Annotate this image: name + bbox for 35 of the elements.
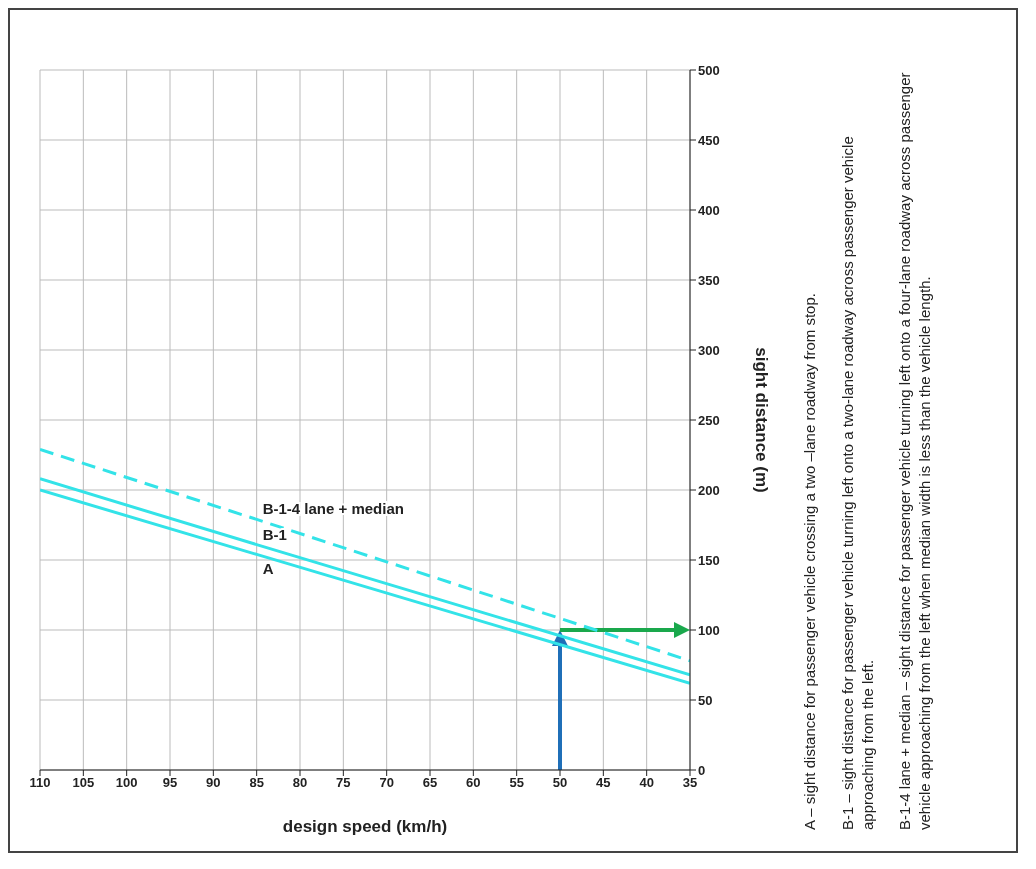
y-tick-label: 500 (698, 62, 720, 78)
x-tick-label: 105 (72, 775, 95, 791)
x-tick-label: 35 (682, 775, 698, 791)
y-tick-label: 200 (698, 482, 720, 498)
series-label: B-1-4 lane + median (262, 500, 404, 518)
text: B-1 – sight distance for passenger vehicle turning left onto a two-lane roadway across passenger vehicle approaching from the left. (837, 135, 877, 830)
y-tick-label: 150 (698, 552, 720, 568)
x-tick-label: 40 (639, 775, 654, 791)
x-tick-label: 95 (162, 775, 178, 791)
y-tick-label: 400 (698, 202, 720, 218)
y-tick-label: 50 (698, 692, 713, 708)
x-tick-label: 45 (596, 775, 611, 791)
x-tick-label: 100 (115, 775, 138, 791)
y-axis-title: sight distance (m) (751, 347, 771, 493)
x-tick-label: 65 (422, 775, 438, 791)
y-tick-label: 450 (698, 132, 720, 148)
series-label: B-1 (262, 525, 287, 543)
y-tick-label: 0 (698, 762, 706, 778)
y-tick-label: 100 (698, 622, 720, 638)
x-tick-label: 85 (249, 775, 264, 791)
series-label: A (262, 560, 274, 578)
y-tick-label: 250 (698, 412, 720, 428)
x-axis-title: design speed (km/h) (282, 817, 448, 836)
y-tick-label: 350 (698, 272, 720, 288)
x-tick-label: 55 (509, 775, 524, 791)
x-tick-label: 110 (29, 775, 51, 791)
text: B-1-4 lane + median – sight distance for passenger vehicle turning left onto a four-lane roadway across passenger vehicle approaching from the left when median width is less than the vehicle length. (894, 71, 934, 830)
x-tick-label: 60 (466, 775, 481, 791)
text: A – sight distance for passenger vehicle crossing a two –lane roadway from stop. (800, 292, 819, 830)
y-tick-label: 300 (698, 342, 720, 358)
x-tick-label: 50 (552, 775, 568, 791)
x-tick-label: 75 (336, 775, 351, 791)
x-tick-label: 70 (379, 775, 394, 791)
x-tick-label: 90 (206, 775, 221, 791)
x-tick-label: 80 (292, 775, 308, 791)
